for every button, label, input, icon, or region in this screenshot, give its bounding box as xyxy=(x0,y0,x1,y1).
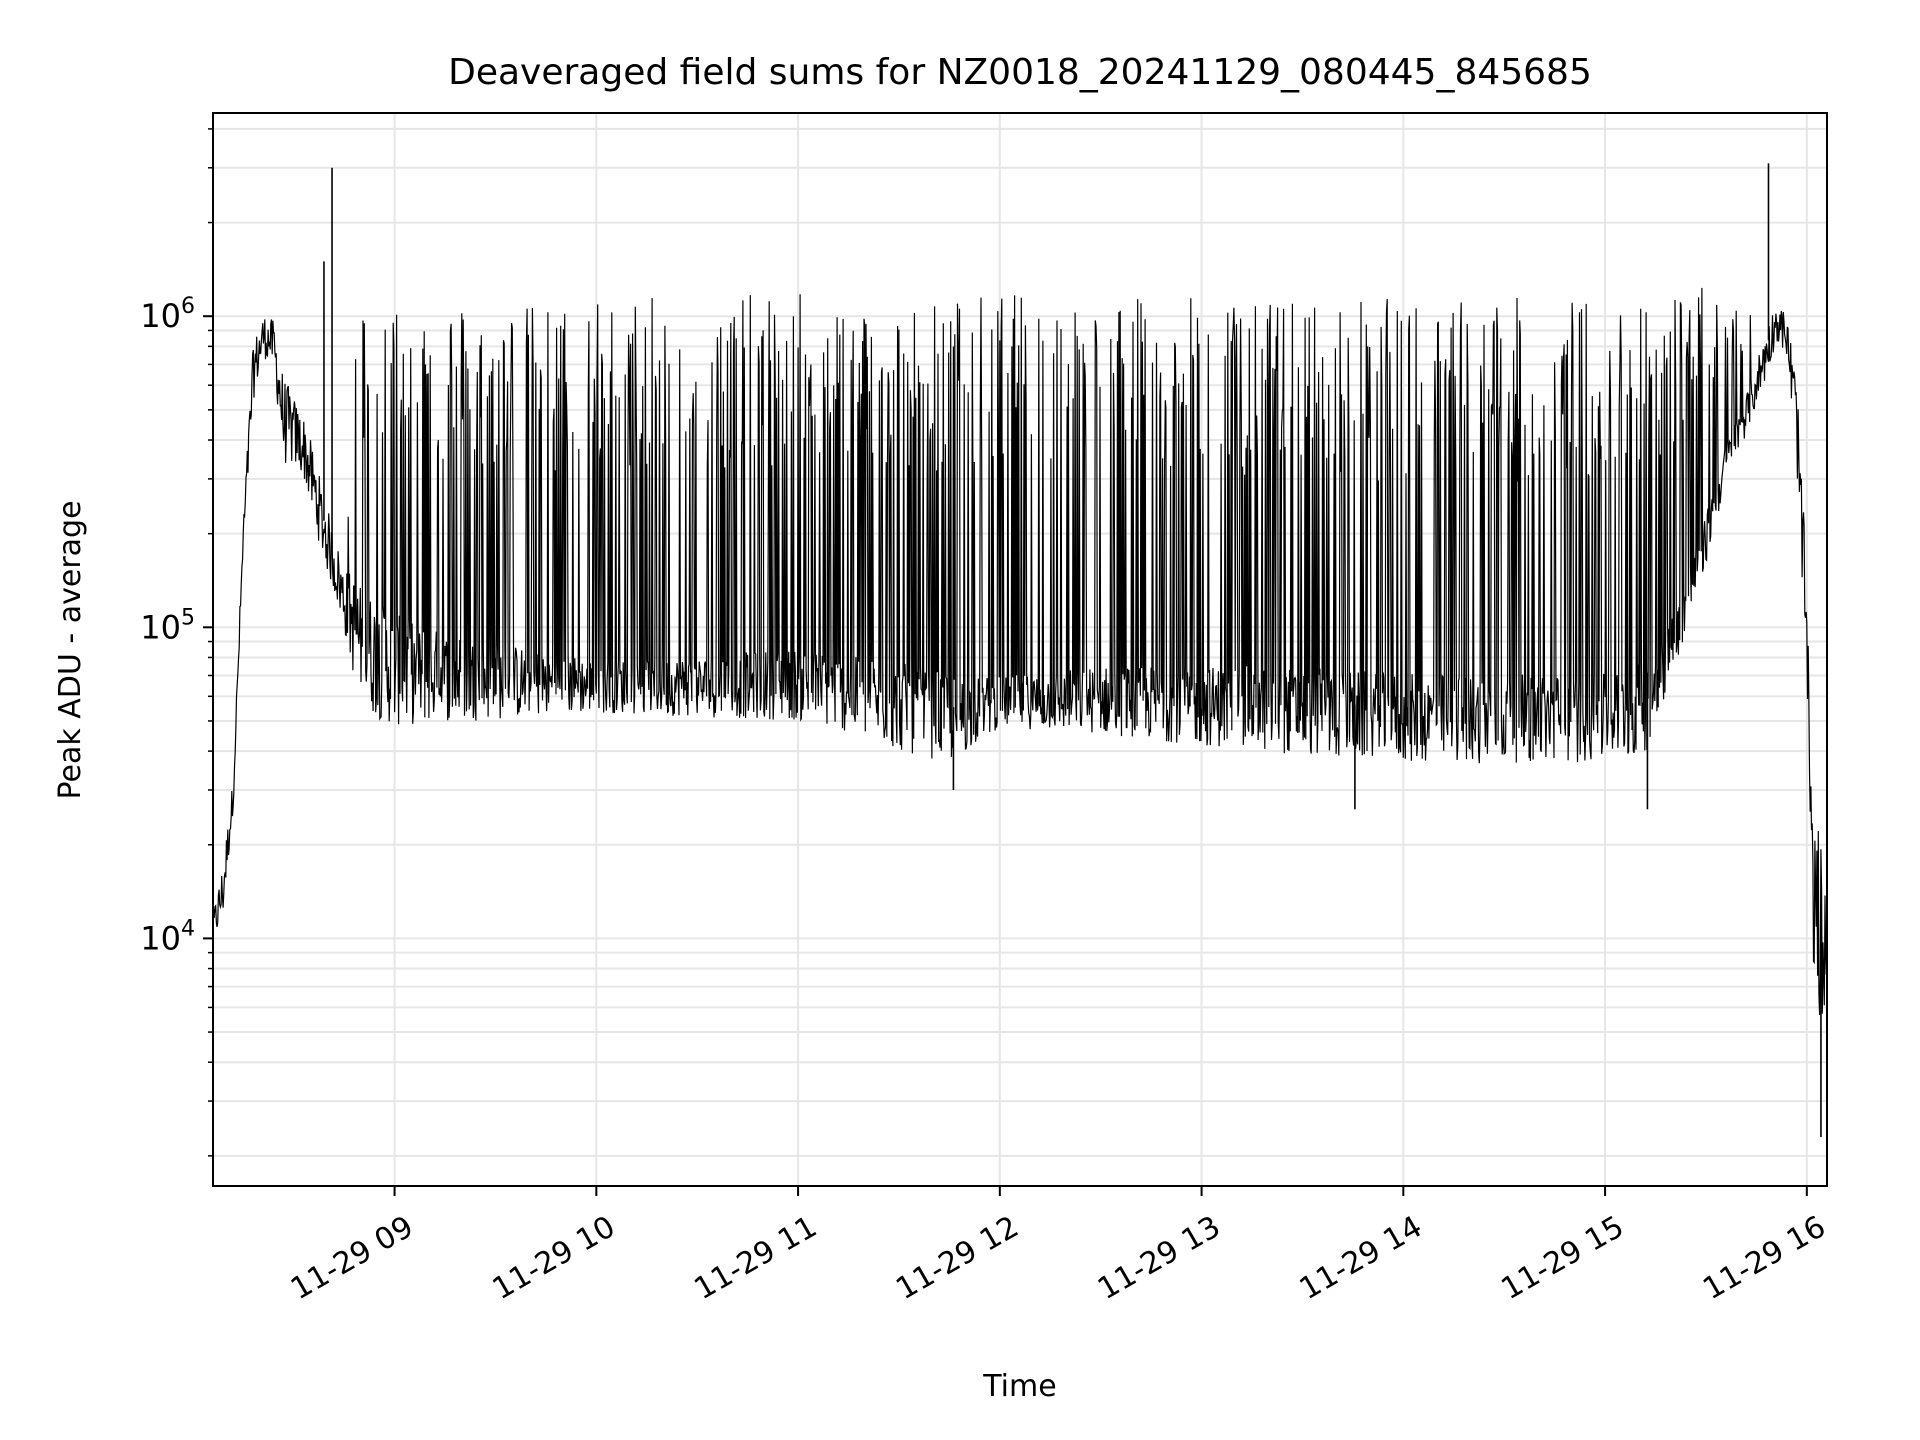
y-tick-label: 106 xyxy=(140,294,195,335)
y-tick-label: 104 xyxy=(140,916,195,957)
y-axis-ticks: 104 105 106 xyxy=(140,128,213,1157)
plot-frame xyxy=(212,112,1828,1187)
series-line xyxy=(212,163,1828,1137)
chart-title: Deaveraged field sums for NZ0018_2024112… xyxy=(448,52,1592,93)
y-tick-label: 105 xyxy=(140,605,195,646)
x-axis-label: Time xyxy=(982,1369,1056,1404)
y-axis-label: Peak ADU - average xyxy=(53,500,88,799)
series-path xyxy=(212,287,1828,1016)
